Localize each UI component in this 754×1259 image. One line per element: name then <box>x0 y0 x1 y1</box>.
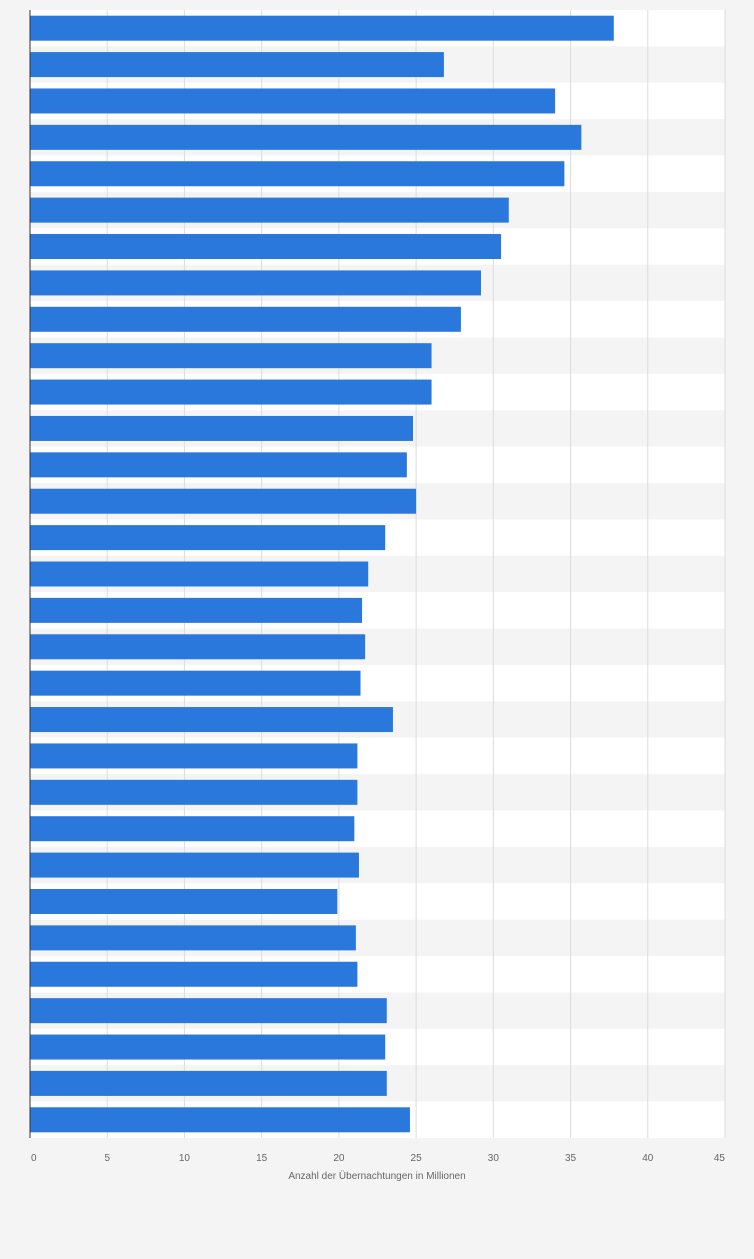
bar <box>30 15 614 41</box>
bar <box>30 124 582 150</box>
bar <box>30 597 363 623</box>
bar <box>30 634 366 660</box>
x-axis-title: Anzahl der Übernachtungen in Millionen <box>288 1170 465 1182</box>
x-tick-label: 30 <box>488 1153 500 1164</box>
bar <box>30 343 432 369</box>
x-tick-label: 25 <box>411 1153 423 1164</box>
bar <box>30 161 565 187</box>
bar <box>30 234 502 260</box>
x-tick-label: 10 <box>179 1153 191 1164</box>
bar <box>30 743 358 769</box>
x-tick-label: 40 <box>642 1153 654 1164</box>
bar <box>30 415 414 441</box>
bar <box>30 197 509 223</box>
x-tick-label: 15 <box>256 1153 268 1164</box>
bar <box>30 88 556 114</box>
bar <box>30 925 356 951</box>
bar <box>30 306 461 332</box>
bar <box>30 488 417 514</box>
bar <box>30 707 393 733</box>
bar <box>30 52 444 78</box>
x-tick-label: 0 <box>31 1153 37 1164</box>
bar <box>30 452 407 478</box>
x-axis-ticks: 0 5 10 15 20 25 30 35 40 45 <box>31 1153 725 1164</box>
x-tick-label: 5 <box>104 1153 110 1164</box>
x-tick-label: 45 <box>714 1153 726 1164</box>
bar <box>30 379 432 405</box>
bar <box>30 852 359 878</box>
bar <box>30 1034 386 1060</box>
x-tick-label: 35 <box>565 1153 577 1164</box>
bar <box>30 670 361 696</box>
bar <box>30 1070 387 1096</box>
bar <box>30 961 358 987</box>
bar <box>30 888 338 914</box>
bar <box>30 1107 410 1133</box>
bar <box>30 998 387 1024</box>
x-tick-label: 20 <box>333 1153 345 1164</box>
bar <box>30 525 386 551</box>
bar <box>30 561 369 587</box>
bar <box>30 270 481 296</box>
bars <box>30 15 614 1133</box>
bar <box>30 816 355 842</box>
bar <box>30 779 358 805</box>
